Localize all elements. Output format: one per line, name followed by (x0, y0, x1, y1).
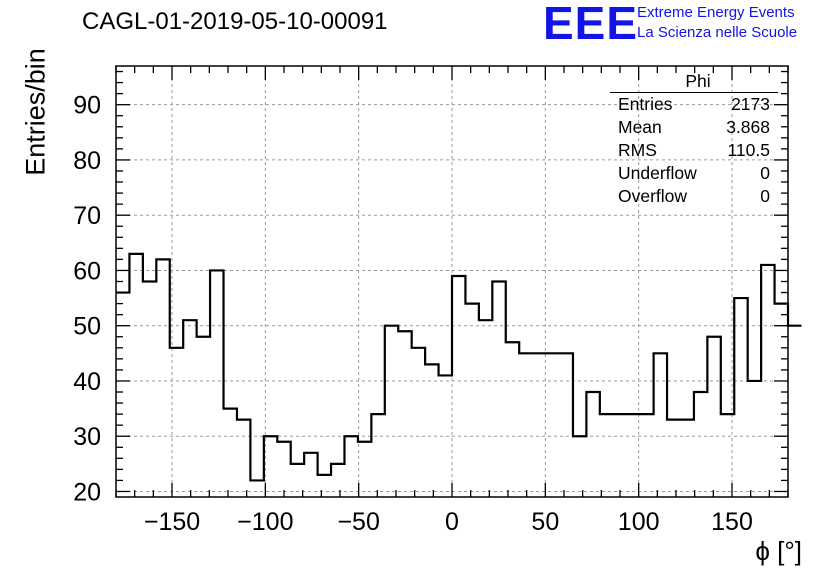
stats-value: 2173 (731, 94, 770, 114)
stats-label: RMS (618, 140, 657, 160)
axis-ticks (115, 66, 789, 497)
stats-title: Phi (610, 70, 778, 93)
y-tick-label: 80 (73, 147, 101, 175)
x-tick-label: 150 (711, 508, 753, 536)
stats-box: Phi Entries 2173 Mean 3.868 RMS 110.5 Un… (610, 70, 778, 208)
stats-value: 0 (760, 186, 770, 206)
y-tick-label: 70 (73, 202, 101, 230)
x-tick-label: 50 (531, 508, 559, 536)
x-tick-label: −150 (144, 508, 200, 536)
x-tick-label: 0 (445, 508, 459, 536)
y-tick-label: 30 (73, 423, 101, 451)
y-tick-label: 40 (73, 368, 101, 396)
stats-value: 110.5 (727, 140, 771, 160)
stats-label: Entries (618, 94, 673, 114)
stats-label: Underflow (618, 163, 697, 183)
x-tick-label: −50 (337, 508, 379, 536)
stats-row-entries: Entries 2173 (610, 93, 778, 116)
logo-subtitle-line2: La Scienza nelle Scuole (637, 24, 798, 41)
stats-label: Overflow (618, 186, 688, 206)
y-tick-label: 50 (73, 313, 101, 341)
x-tick-label: −100 (237, 508, 293, 536)
y-tick-label: 60 (73, 257, 101, 285)
x-tick-label: 100 (618, 508, 660, 536)
stats-value: 3.868 (726, 117, 770, 137)
stats-row-underflow: Underflow 0 (610, 162, 778, 185)
x-axis-label: ϕ [°] (755, 536, 802, 566)
stats-row-rms: RMS 110.5 (610, 139, 778, 162)
stats-value: 0 (760, 163, 770, 183)
histogram-line (116, 252, 802, 482)
chart-title: CAGL-01-2019-05-10-00091 (82, 8, 388, 35)
stats-row-overflow: Overflow 0 (610, 185, 778, 208)
y-tick-label: 20 (73, 478, 101, 506)
logo-subtitle-line1: Extreme Energy Events (637, 4, 795, 21)
eee-logo: EEE (543, 0, 639, 49)
stats-label: Mean (618, 117, 662, 137)
axis-tick-labels: −150 −100 −50 0 50 100 150 20 30 40 50 60 70 80 90 (73, 92, 753, 536)
y-tick-label: 90 (73, 92, 101, 120)
stats-row-mean: Mean 3.868 (610, 116, 778, 139)
